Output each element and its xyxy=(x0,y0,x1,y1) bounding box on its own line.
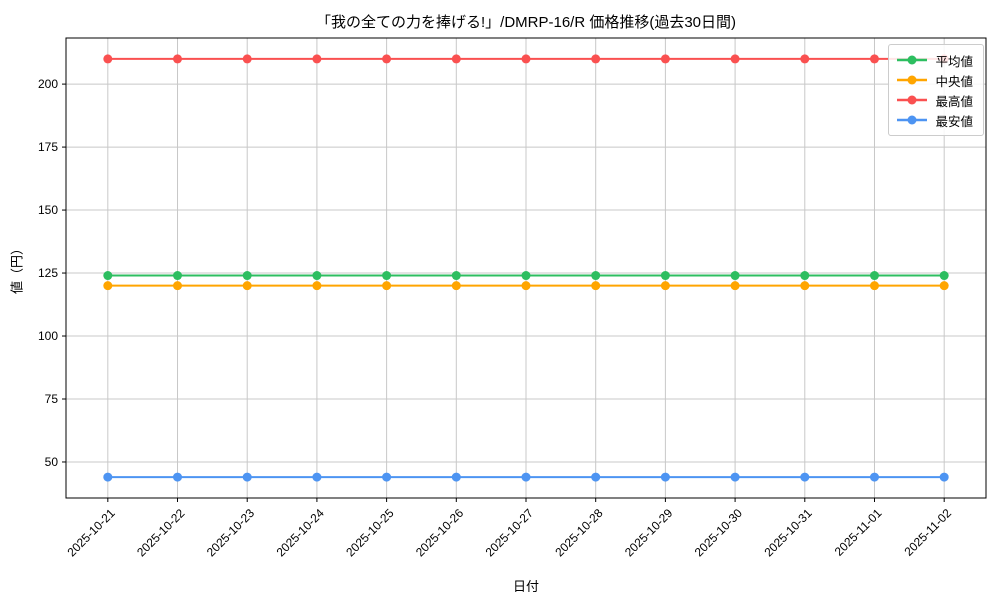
data-point-marker xyxy=(382,271,392,281)
x-tick-label: 2025-10-31 xyxy=(761,506,815,560)
data-point-marker xyxy=(730,472,740,482)
data-point-marker xyxy=(173,271,183,281)
data-point-marker xyxy=(730,281,740,291)
x-tick-label: 2025-10-30 xyxy=(692,506,746,560)
y-tick-label: 150 xyxy=(38,203,58,217)
legend-item: 中央値 xyxy=(897,70,973,90)
legend-item: 平均値 xyxy=(897,50,973,70)
x-tick-label: 2025-10-27 xyxy=(483,506,537,560)
data-point-marker xyxy=(660,281,670,291)
data-point-marker xyxy=(800,281,810,291)
data-point-marker xyxy=(242,54,252,64)
data-point-marker xyxy=(382,472,392,482)
data-point-marker xyxy=(939,281,949,291)
data-point-marker xyxy=(382,54,392,64)
legend-item: 最安値 xyxy=(897,110,973,130)
x-tick-label: 2025-11-01 xyxy=(832,506,885,559)
x-tick-label: 2025-11-02 xyxy=(901,506,954,559)
data-point-marker xyxy=(451,271,461,281)
legend-label: 平均値 xyxy=(935,54,973,69)
data-point-marker xyxy=(591,472,601,482)
legend-label: 中央値 xyxy=(935,74,973,89)
data-point-marker xyxy=(103,281,113,291)
x-tick-label: 2025-10-24 xyxy=(274,506,328,560)
data-point-marker xyxy=(869,281,879,291)
legend-item: 最高値 xyxy=(897,90,973,110)
data-point-marker xyxy=(103,472,113,482)
x-tick-label: 2025-10-23 xyxy=(204,506,258,560)
y-tick-label: 100 xyxy=(38,329,58,343)
y-axis-label: 値（円） xyxy=(9,241,25,295)
data-point-marker xyxy=(312,54,322,64)
y-tick-label: 200 xyxy=(38,77,58,91)
data-point-marker xyxy=(242,472,252,482)
data-point-marker xyxy=(660,54,670,64)
legend-label: 最高値 xyxy=(935,94,973,109)
x-tick-label: 2025-10-28 xyxy=(552,506,606,560)
data-point-marker xyxy=(451,472,461,482)
data-point-marker xyxy=(242,271,252,281)
data-point-marker xyxy=(869,54,879,64)
data-point-marker xyxy=(730,54,740,64)
data-point-marker xyxy=(103,271,113,281)
x-tick-label: 2025-10-25 xyxy=(343,506,397,560)
legend-swatch-icon xyxy=(897,95,928,105)
data-point-marker xyxy=(730,271,740,281)
legend-swatch-icon xyxy=(897,75,928,85)
y-tick-label: 50 xyxy=(45,455,59,469)
data-point-marker xyxy=(800,472,810,482)
data-point-marker xyxy=(521,281,531,291)
y-tick-label: 175 xyxy=(38,140,58,154)
data-point-marker xyxy=(451,54,461,64)
data-point-marker xyxy=(869,271,879,281)
data-point-marker xyxy=(312,281,322,291)
data-point-marker xyxy=(521,472,531,482)
data-point-marker xyxy=(173,472,183,482)
data-point-marker xyxy=(103,54,113,64)
data-point-marker xyxy=(173,54,183,64)
data-point-marker xyxy=(591,54,601,64)
data-point-marker xyxy=(800,271,810,281)
chart-title: 「我の全ての力を捧げる!」/DMRP-16/R 価格推移(過去30日間) xyxy=(315,14,737,31)
data-point-marker xyxy=(660,271,670,281)
legend: 平均値中央値最高値最安値 xyxy=(888,44,984,136)
data-point-marker xyxy=(382,281,392,291)
data-point-marker xyxy=(521,271,531,281)
data-point-marker xyxy=(451,281,461,291)
y-tick-label: 125 xyxy=(38,266,58,280)
legend-swatch-icon xyxy=(897,115,928,125)
data-point-marker xyxy=(312,271,322,281)
x-axis-label: 日付 xyxy=(512,579,540,594)
data-point-marker xyxy=(242,281,252,291)
data-point-marker xyxy=(869,472,879,482)
data-point-marker xyxy=(939,271,949,281)
data-point-marker xyxy=(660,472,670,482)
data-point-marker xyxy=(312,472,322,482)
x-tick-label: 2025-10-26 xyxy=(413,506,467,560)
data-point-marker xyxy=(800,54,810,64)
y-tick-label: 75 xyxy=(45,392,59,406)
data-point-marker xyxy=(591,281,601,291)
data-point-marker xyxy=(939,472,949,482)
legend-label: 最安値 xyxy=(935,114,973,129)
data-point-marker xyxy=(521,54,531,64)
x-tick-label: 2025-10-22 xyxy=(134,506,188,560)
x-tick-label: 2025-10-21 xyxy=(64,506,118,560)
data-point-marker xyxy=(591,271,601,281)
legend-swatch-icon xyxy=(897,55,928,65)
data-point-marker xyxy=(173,281,183,291)
x-tick-label: 2025-10-29 xyxy=(622,506,676,560)
